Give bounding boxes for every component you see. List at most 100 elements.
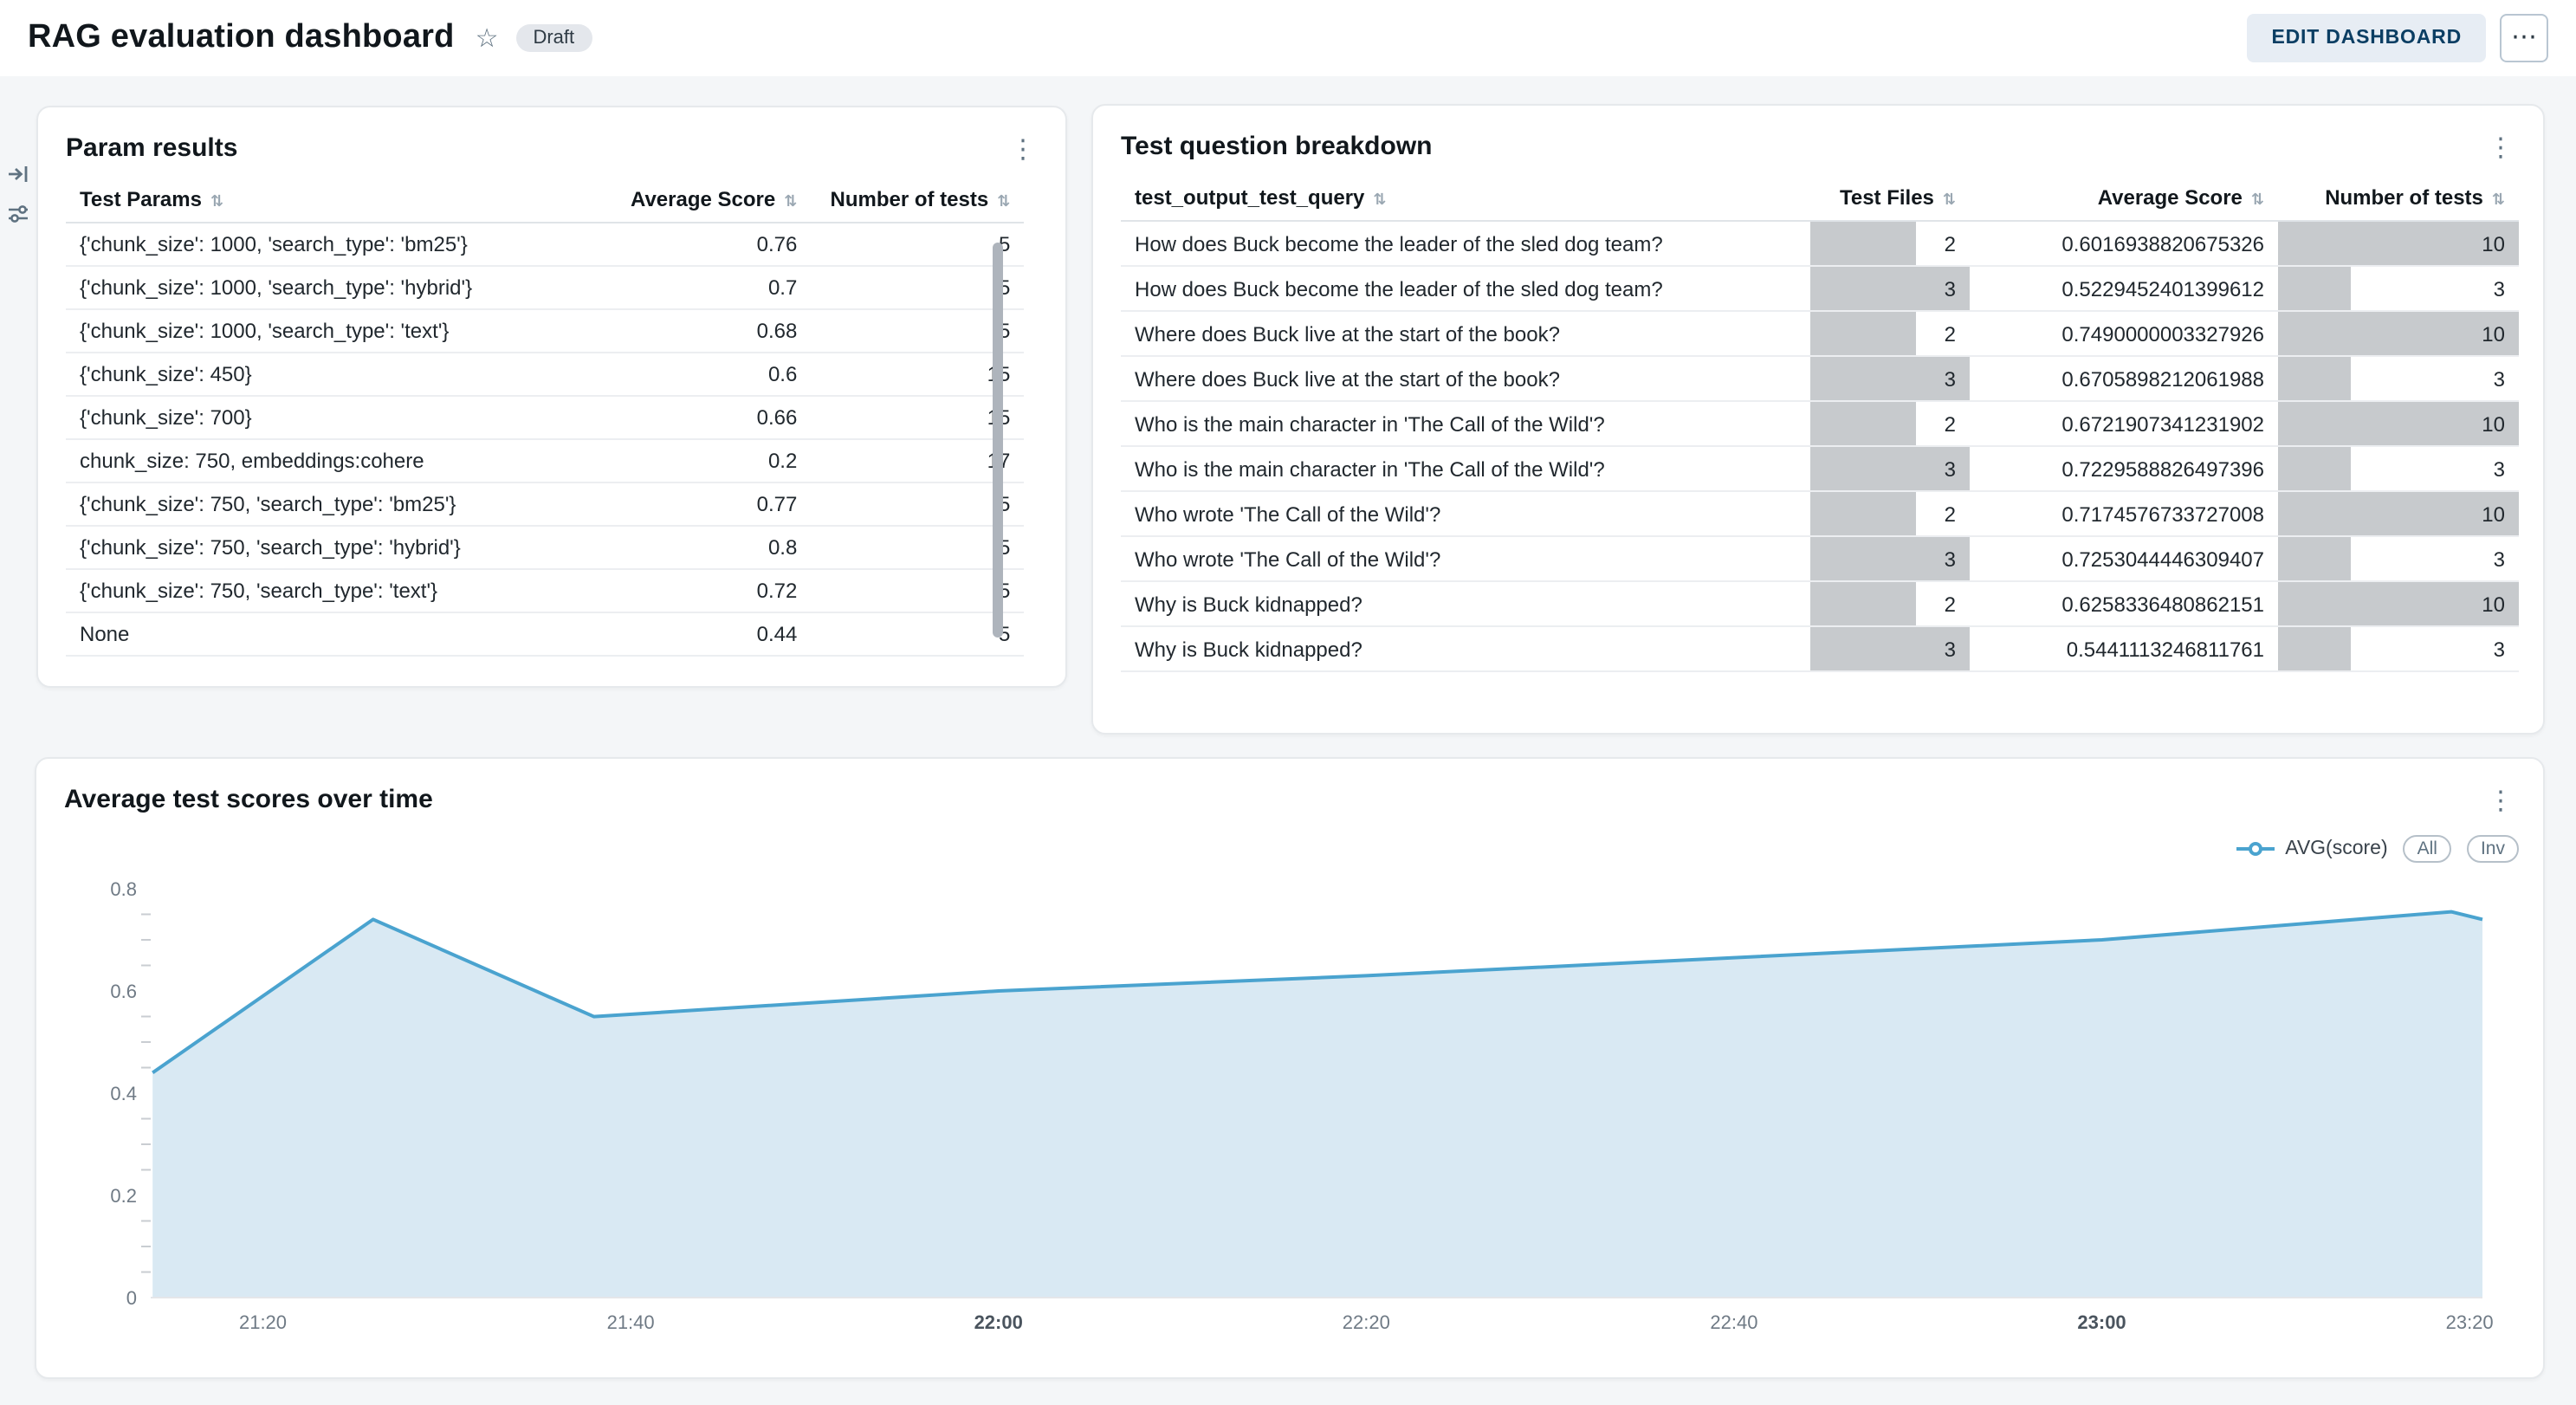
scores-chart[interactable]: 0 0.2 0.4 0.6 0.8 21:20 21:40 22:00 22:20 22:40 23… bbox=[36, 845, 2547, 1365]
table-cell: chunk_size: 750, embeddings:cohere bbox=[66, 439, 617, 483]
table-row[interactable]: {'chunk_size': 750, 'search_type': 'text… bbox=[66, 569, 1025, 613]
table-row[interactable]: Where does Buck live at the start of the… bbox=[1121, 311, 2519, 357]
table-cell: {'chunk_size': 1000, 'search_type': 'bm2… bbox=[66, 223, 617, 267]
table-row[interactable]: Who is the main character in 'The Call o… bbox=[1121, 446, 2519, 492]
query-cell: How does Buck become the leader of the s… bbox=[1121, 266, 1810, 312]
table-cell: {'chunk_size': 1000, 'search_type': 'hyb… bbox=[66, 266, 617, 310]
data-bar-cell: 3 bbox=[2278, 536, 2519, 582]
table-row[interactable]: Why is Buck kidnapped? 3 0.544111324681176… bbox=[1121, 626, 2519, 672]
table-row[interactable]: How does Buck become the leader of the s… bbox=[1121, 221, 2519, 267]
data-bar-cell: 3 bbox=[1810, 446, 1970, 492]
table-row[interactable]: How does Buck become the leader of the s… bbox=[1121, 266, 2519, 312]
param-results-tbody: {'chunk_size': 1000, 'search_type': 'bm2… bbox=[66, 223, 1025, 657]
legend-inv-button[interactable]: Inv bbox=[2466, 835, 2519, 863]
table-cell: 5 bbox=[811, 526, 1025, 570]
bar-value: 2 bbox=[1944, 231, 1956, 256]
column-label: test_output_test_query bbox=[1135, 185, 1365, 210]
data-bar-cell: 10 bbox=[2278, 401, 2519, 447]
data-bar bbox=[1810, 582, 1917, 625]
bar-value: 10 bbox=[2482, 502, 2505, 526]
sort-icon[interactable]: ⇅ bbox=[1942, 191, 1956, 208]
sort-icon[interactable]: ⇅ bbox=[784, 192, 798, 210]
table-row[interactable]: Where does Buck live at the start of the… bbox=[1121, 356, 2519, 402]
data-bar-cell: 3 bbox=[2278, 626, 2519, 672]
column-header-number-of-tests[interactable]: Number of tests ⇅ bbox=[2278, 175, 2519, 222]
filters-icon[interactable] bbox=[7, 203, 29, 225]
table-cell: 5 bbox=[811, 569, 1025, 613]
table-row[interactable]: Why is Buck kidnapped? 2 0.625833648086215… bbox=[1121, 581, 2519, 627]
table-row[interactable]: {'chunk_size': 750, 'search_type': 'bm25… bbox=[66, 482, 1025, 527]
data-bar bbox=[1810, 357, 1970, 399]
table-cell: 0.68 bbox=[617, 309, 812, 353]
bar-value: 3 bbox=[1944, 637, 1956, 661]
table-cell: {'chunk_size': 750, 'search_type': 'hybr… bbox=[66, 526, 617, 570]
scrollbar-thumb[interactable] bbox=[993, 243, 1003, 638]
sort-icon[interactable]: ⇅ bbox=[2491, 191, 2505, 208]
sort-icon[interactable]: ⇅ bbox=[2250, 191, 2264, 208]
column-header-average-score[interactable]: Average Score ⇅ bbox=[617, 177, 812, 223]
kebab-menu-icon[interactable]: ⋮ bbox=[1010, 135, 1036, 165]
table-cell: 15 bbox=[811, 396, 1025, 440]
table-cell: {'chunk_size': 450} bbox=[66, 353, 617, 397]
bar-value: 3 bbox=[2493, 547, 2505, 571]
table-cell: 0.76 bbox=[617, 223, 812, 267]
favorite-star-icon[interactable]: ☆ bbox=[475, 24, 499, 54]
bar-value: 3 bbox=[2493, 456, 2505, 481]
table-cell: 5 bbox=[811, 223, 1025, 267]
bar-value: 3 bbox=[1944, 366, 1956, 391]
table-cell: {'chunk_size': 750, 'search_type': 'text… bbox=[66, 569, 617, 613]
table-row[interactable]: {'chunk_size': 750, 'search_type': 'hybr… bbox=[66, 526, 1025, 570]
table-row[interactable]: {'chunk_size': 700}0.6615 bbox=[66, 396, 1025, 440]
column-header-query[interactable]: test_output_test_query ⇅ bbox=[1121, 175, 1810, 222]
sort-icon[interactable]: ⇅ bbox=[997, 192, 1011, 210]
kebab-menu-icon[interactable]: ⋮ bbox=[2488, 133, 2514, 163]
table-cell: 0.44 bbox=[617, 612, 812, 657]
table-row[interactable]: {'chunk_size': 1000, 'search_type': 'hyb… bbox=[66, 266, 1025, 310]
sort-icon[interactable]: ⇅ bbox=[1373, 191, 1387, 208]
data-bar-cell: 3 bbox=[1810, 536, 1970, 582]
edit-dashboard-button[interactable]: EDIT DASHBOARD bbox=[2247, 14, 2486, 62]
bar-value: 3 bbox=[1944, 547, 1956, 571]
table-cell: 17 bbox=[811, 439, 1025, 483]
column-header-test-files[interactable]: Test Files ⇅ bbox=[1810, 175, 1970, 222]
column-header-average-score[interactable]: Average Score ⇅ bbox=[1970, 175, 2278, 222]
table-row[interactable]: Who wrote 'The Call of the Wild'? 3 0.7253… bbox=[1121, 536, 2519, 582]
data-bar-cell: 3 bbox=[2278, 266, 2519, 312]
table-row[interactable]: Who is the main character in 'The Call o… bbox=[1121, 401, 2519, 447]
column-label: Number of tests bbox=[830, 187, 989, 211]
table-row[interactable]: {'chunk_size': 450}0.615 bbox=[66, 353, 1025, 397]
series-line bbox=[152, 910, 2483, 1075]
y-tick-label: 0.2 bbox=[110, 1185, 137, 1207]
query-cell: Why is Buck kidnapped? bbox=[1121, 626, 1810, 672]
bar-value: 10 bbox=[2482, 592, 2505, 616]
legend-all-button[interactable]: All bbox=[2403, 835, 2451, 863]
x-tick-label: 22:40 bbox=[1710, 1311, 1757, 1333]
query-cell: Who wrote 'The Call of the Wild'? bbox=[1121, 536, 1810, 582]
bar-value: 3 bbox=[1944, 456, 1956, 481]
kebab-menu-icon[interactable]: ⋮ bbox=[2488, 787, 2514, 816]
legend-series-avg-score[interactable]: AVG(score) bbox=[2236, 838, 2388, 859]
top-actions: EDIT DASHBOARD ⋯ bbox=[2247, 14, 2548, 62]
column-header-number-of-tests[interactable]: Number of tests ⇅ bbox=[811, 177, 1025, 223]
collapse-panel-icon[interactable] bbox=[7, 163, 29, 185]
table-row[interactable]: {'chunk_size': 1000, 'search_type': 'tex… bbox=[66, 309, 1025, 353]
more-options-button[interactable]: ⋯ bbox=[2500, 14, 2548, 62]
table-row[interactable]: None 0.44 5 bbox=[66, 612, 1025, 657]
data-bar bbox=[1810, 537, 1970, 579]
table-scrollbar[interactable] bbox=[993, 243, 1003, 638]
query-cell: Who is the main character in 'The Call o… bbox=[1121, 401, 1810, 447]
card-header: Param results ⋮ bbox=[38, 107, 1065, 177]
table-cell: 0.8 bbox=[617, 526, 812, 570]
column-header-test-params[interactable]: Test Params ⇅ bbox=[66, 177, 617, 223]
sort-icon[interactable]: ⇅ bbox=[210, 192, 224, 210]
score-cell: 0.5441113246811761 bbox=[1970, 626, 2278, 672]
data-bar bbox=[2278, 447, 2351, 489]
x-tick-label: 22:00 bbox=[974, 1311, 1023, 1333]
table-row[interactable]: Who wrote 'The Call of the Wild'? 2 0.7174… bbox=[1121, 491, 2519, 537]
data-bar bbox=[1810, 312, 1917, 354]
score-cell: 0.6705898212061988 bbox=[1970, 356, 2278, 402]
x-tick-label: 23:20 bbox=[2446, 1311, 2494, 1333]
scores-over-time-card: Average test scores over time ⋮ AVG(scor… bbox=[35, 757, 2545, 1379]
table-row[interactable]: {'chunk_size': 1000, 'search_type': 'bm2… bbox=[66, 223, 1025, 267]
